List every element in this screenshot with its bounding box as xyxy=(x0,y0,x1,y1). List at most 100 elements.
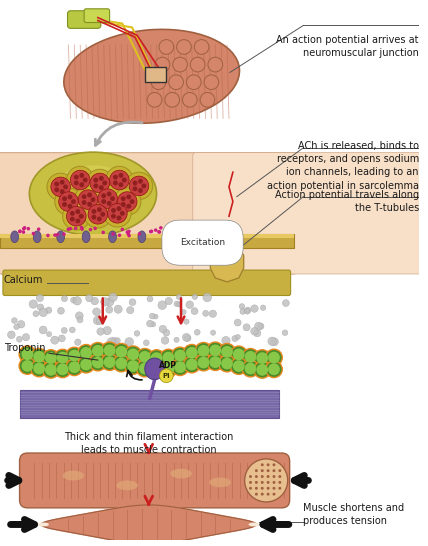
Circle shape xyxy=(71,297,77,303)
Circle shape xyxy=(97,207,102,212)
Circle shape xyxy=(79,214,83,219)
Circle shape xyxy=(261,464,264,466)
Circle shape xyxy=(267,469,270,472)
Circle shape xyxy=(186,301,193,308)
Circle shape xyxy=(243,324,250,331)
Circle shape xyxy=(94,185,121,212)
Circle shape xyxy=(260,305,266,311)
Circle shape xyxy=(93,316,102,324)
Circle shape xyxy=(97,217,102,221)
Circle shape xyxy=(273,464,276,466)
Bar xyxy=(0,234,294,247)
Circle shape xyxy=(54,187,59,192)
Circle shape xyxy=(90,197,95,202)
Text: ACh is released, binds to
receptors, and opens sodium
ion channels, leading to a: ACh is released, binds to receptors, and… xyxy=(267,141,419,191)
Circle shape xyxy=(98,189,117,209)
Circle shape xyxy=(99,185,104,190)
Ellipse shape xyxy=(62,471,84,480)
Circle shape xyxy=(230,346,247,363)
Circle shape xyxy=(107,338,116,347)
Circle shape xyxy=(69,327,75,333)
Circle shape xyxy=(244,307,251,313)
Circle shape xyxy=(119,182,123,187)
Bar xyxy=(0,234,294,238)
Circle shape xyxy=(55,188,82,215)
Circle shape xyxy=(104,345,116,356)
Text: Calcium: Calcium xyxy=(4,275,43,285)
FancyBboxPatch shape xyxy=(0,153,297,274)
Circle shape xyxy=(36,294,44,301)
Circle shape xyxy=(255,492,258,496)
Circle shape xyxy=(270,338,279,346)
Circle shape xyxy=(110,337,118,345)
Circle shape xyxy=(32,232,35,235)
Circle shape xyxy=(174,349,186,361)
Circle shape xyxy=(127,360,139,372)
Circle shape xyxy=(47,331,52,337)
Circle shape xyxy=(68,349,80,361)
Circle shape xyxy=(122,177,127,182)
Circle shape xyxy=(12,318,17,323)
Circle shape xyxy=(184,356,200,373)
Circle shape xyxy=(282,330,288,336)
Circle shape xyxy=(158,230,161,234)
Circle shape xyxy=(160,349,177,366)
Circle shape xyxy=(233,348,245,360)
Circle shape xyxy=(82,194,86,199)
Circle shape xyxy=(219,343,235,360)
Circle shape xyxy=(282,300,289,306)
Circle shape xyxy=(19,346,36,363)
Circle shape xyxy=(125,346,141,363)
Circle shape xyxy=(120,211,125,216)
Circle shape xyxy=(278,469,281,472)
Circle shape xyxy=(141,183,146,188)
Circle shape xyxy=(27,227,30,230)
Circle shape xyxy=(46,234,50,238)
Circle shape xyxy=(211,330,216,335)
Circle shape xyxy=(266,349,282,366)
Circle shape xyxy=(255,481,258,484)
Circle shape xyxy=(159,40,174,54)
Circle shape xyxy=(110,170,129,190)
Circle shape xyxy=(234,319,241,326)
Circle shape xyxy=(129,176,149,195)
Circle shape xyxy=(208,57,223,72)
Circle shape xyxy=(116,358,127,369)
Circle shape xyxy=(73,296,81,305)
Circle shape xyxy=(18,230,21,233)
Circle shape xyxy=(138,232,141,236)
Ellipse shape xyxy=(109,231,116,242)
Circle shape xyxy=(198,357,209,369)
Circle shape xyxy=(198,345,209,357)
Circle shape xyxy=(165,92,180,107)
Circle shape xyxy=(66,167,94,194)
Circle shape xyxy=(127,306,134,314)
Circle shape xyxy=(128,234,131,238)
Circle shape xyxy=(133,181,137,186)
Circle shape xyxy=(126,194,131,199)
Circle shape xyxy=(138,188,143,193)
Circle shape xyxy=(61,295,68,302)
Circle shape xyxy=(125,358,141,375)
Circle shape xyxy=(176,233,180,237)
Circle shape xyxy=(194,329,200,335)
Circle shape xyxy=(121,202,126,207)
Circle shape xyxy=(209,356,221,368)
Circle shape xyxy=(67,228,70,231)
Circle shape xyxy=(37,304,44,311)
Text: Action potential travels along
the T-tubules: Action potential travels along the T-tub… xyxy=(275,190,419,213)
Circle shape xyxy=(47,173,74,200)
Circle shape xyxy=(89,354,106,371)
Circle shape xyxy=(92,357,104,369)
Circle shape xyxy=(235,335,241,340)
Circle shape xyxy=(101,230,105,234)
Circle shape xyxy=(116,216,122,221)
Circle shape xyxy=(173,57,187,72)
Circle shape xyxy=(146,320,153,327)
Circle shape xyxy=(273,475,276,478)
Circle shape xyxy=(163,329,170,336)
Circle shape xyxy=(51,177,71,197)
Circle shape xyxy=(58,335,65,342)
Circle shape xyxy=(232,335,238,342)
Circle shape xyxy=(244,308,250,314)
